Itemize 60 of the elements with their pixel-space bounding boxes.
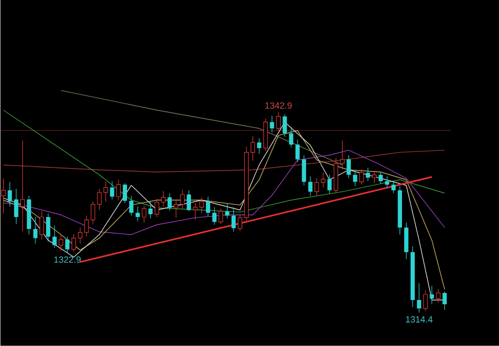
- candlestick: [168, 192, 172, 212]
- candlestick: [391, 182, 396, 194]
- candlestick: [116, 180, 121, 201]
- candlestick: [154, 198, 160, 218]
- candlestick: [46, 213, 50, 242]
- candlestick: [250, 136, 256, 162]
- candlestick: [142, 206, 146, 224]
- candlestick: [65, 236, 70, 254]
- candlestick: [416, 282, 422, 314]
- candlestick: [366, 168, 370, 182]
- candlestick: [423, 290, 428, 312]
- candlestick: [436, 288, 440, 304]
- candlestick: [72, 234, 76, 252]
- candlestick: [302, 154, 306, 186]
- candlestick: [58, 234, 64, 252]
- candlestick: [78, 227, 82, 244]
- annotation: 1322.9: [54, 256, 81, 263]
- candlestick: [199, 197, 204, 214]
- candlestick: [20, 140, 25, 232]
- candlestick: [110, 180, 114, 200]
- candlestick: [104, 182, 108, 202]
- candlestick: [372, 171, 377, 184]
- candlestick: [193, 202, 198, 220]
- candlestick: [40, 211, 44, 240]
- candlestick: [97, 188, 102, 210]
- candlestick: [122, 183, 128, 204]
- candlestick: [359, 169, 364, 186]
- candlestick: [161, 190, 166, 207]
- candlestick: [257, 138, 262, 154]
- candlestick: [276, 112, 281, 132]
- annotation: 1314.4: [406, 316, 433, 323]
- candlestick: [218, 208, 224, 224]
- candlestick: [378, 172, 383, 184]
- candlestick: [33, 216, 38, 244]
- candlestick: [270, 116, 274, 134]
- candlestick: [353, 170, 358, 187]
- candlestick: [346, 154, 351, 179]
- candlestick: [340, 140, 345, 170]
- candlestick: [308, 176, 312, 196]
- candlestick: [52, 225, 57, 248]
- candlestick: [295, 139, 300, 163]
- candlestick: [232, 207, 236, 232]
- candlestick: [206, 196, 210, 217]
- annotation: 1342.9: [265, 102, 292, 109]
- candlestick: [289, 126, 294, 148]
- candlestick: [212, 207, 217, 226]
- candlestick: [282, 114, 287, 138]
- candlestick: [384, 176, 390, 188]
- candlestick: [8, 182, 12, 207]
- candlestick: [327, 174, 332, 194]
- candlestick: [442, 291, 447, 310]
- candlestick: [148, 201, 153, 219]
- candlestick: [186, 190, 191, 212]
- candlestick: [314, 178, 319, 196]
- candlestick: [430, 286, 434, 305]
- candlestick: [320, 172, 326, 188]
- candlestick: [225, 203, 230, 219]
- candlestick: [14, 188, 18, 224]
- candlestick: [136, 206, 140, 222]
- candlestick: [129, 196, 134, 216]
